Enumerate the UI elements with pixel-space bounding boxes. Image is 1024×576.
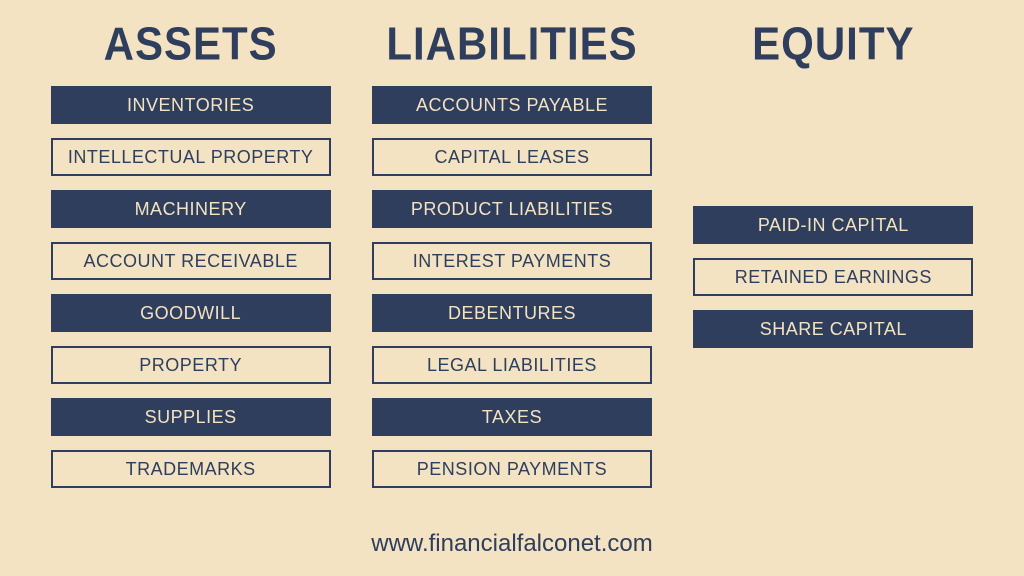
list-item: INVENTORIES [51, 86, 331, 124]
list-item: PROPERTY [51, 346, 331, 384]
list-item: PENSION PAYMENTS [372, 450, 652, 488]
list-item: SHARE CAPITAL [693, 310, 973, 348]
list-item: RETAINED EARNINGS [693, 258, 973, 296]
list-item: GOODWILL [51, 294, 331, 332]
list-item: CAPITAL LEASES [372, 138, 652, 176]
assets-header: ASSETS [104, 18, 278, 71]
list-item: TAXES [372, 398, 652, 436]
liabilities-header: LIABILITIES [386, 18, 637, 71]
list-item: TRADEMARKS [51, 450, 331, 488]
list-item: MACHINERY [51, 190, 331, 228]
list-item: SUPPLIES [51, 398, 331, 436]
list-item: DEBENTURES [372, 294, 652, 332]
footer-url: www.financialfalconet.com [0, 530, 1024, 558]
list-item: ACCOUNT RECEIVABLE [51, 242, 331, 280]
equity-header: EQUITY [752, 18, 914, 71]
list-item: INTEREST PAYMENTS [372, 242, 652, 280]
list-item: LEGAL LIABILITIES [372, 346, 652, 384]
assets-column: ASSETS INVENTORIES INTELLECTUAL PROPERTY… [50, 20, 331, 502]
list-item: PRODUCT LIABILITIES [372, 190, 652, 228]
equity-column: EQUITY PAID-IN CAPITAL RETAINED EARNINGS… [693, 20, 974, 502]
list-item: ACCOUNTS PAYABLE [372, 86, 652, 124]
liabilities-column: LIABILITIES ACCOUNTS PAYABLE CAPITAL LEA… [371, 20, 652, 502]
list-item: INTELLECTUAL PROPERTY [51, 138, 331, 176]
columns-container: ASSETS INVENTORIES INTELLECTUAL PROPERTY… [0, 0, 1024, 502]
list-item: PAID-IN CAPITAL [693, 206, 973, 244]
